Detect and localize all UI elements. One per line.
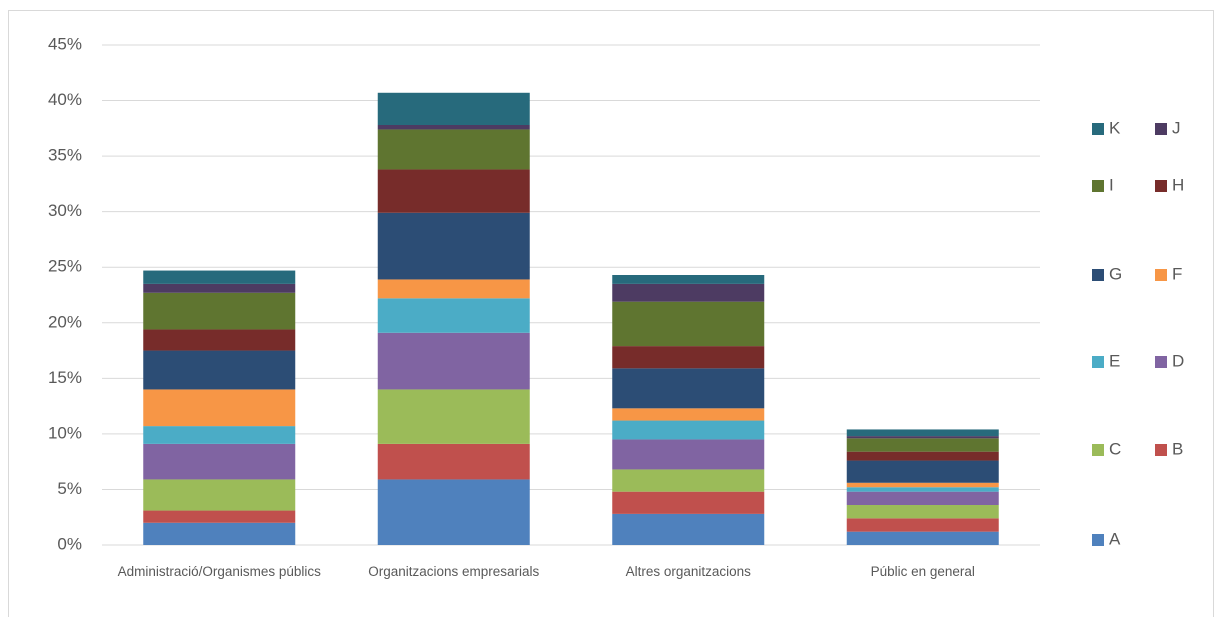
bar-segment	[612, 469, 765, 492]
bar-segment	[846, 518, 999, 532]
legend-label: B	[1172, 439, 1183, 458]
y-tick-label: 10%	[48, 423, 82, 442]
y-tick-label: 35%	[48, 146, 82, 165]
bar-segment	[143, 426, 296, 444]
bar-segment	[143, 522, 296, 545]
y-tick-label: 30%	[48, 201, 82, 220]
legend-label: I	[1109, 175, 1114, 194]
bar-segment	[143, 270, 296, 284]
bar-segment	[377, 443, 530, 480]
bar-segment	[377, 169, 530, 213]
y-tick-label: 15%	[48, 368, 82, 387]
legend-swatch	[1092, 534, 1104, 546]
bar-segment	[846, 436, 999, 439]
legend-swatch	[1092, 444, 1104, 456]
chart-border	[8, 10, 1214, 617]
bar-segment	[143, 329, 296, 351]
legend-label: D	[1172, 351, 1184, 370]
bar-segment	[612, 420, 765, 440]
bar-segment	[846, 451, 999, 461]
bar-segment	[143, 510, 296, 523]
legend-swatch	[1092, 180, 1104, 192]
legend-label: E	[1109, 351, 1120, 370]
bar-segment	[143, 292, 296, 330]
bar-segment	[846, 429, 999, 437]
bar-segment	[377, 212, 530, 280]
legend-swatch	[1155, 123, 1167, 135]
legend-label: K	[1109, 118, 1121, 137]
bar-segment	[143, 283, 296, 293]
y-tick-label: 5%	[57, 479, 82, 498]
legend-swatch	[1155, 356, 1167, 368]
legend-label: C	[1109, 439, 1121, 458]
x-tick-label: Públic en general	[870, 564, 975, 579]
bar-segment	[143, 443, 296, 480]
bar-segment	[612, 346, 765, 369]
legend-swatch	[1092, 356, 1104, 368]
bar-segment	[846, 505, 999, 519]
bar-segment	[612, 491, 765, 514]
bar-segment	[377, 92, 530, 125]
bar-segment	[377, 298, 530, 333]
bar-segment	[612, 513, 765, 545]
legend-swatch	[1155, 180, 1167, 192]
bar-segment	[612, 283, 765, 302]
bar-segment	[377, 129, 530, 170]
bar-segment	[612, 301, 765, 347]
legend-swatch	[1155, 444, 1167, 456]
bar-segment	[612, 368, 765, 409]
legend-label: J	[1172, 118, 1181, 137]
x-tick-label: Altres organitzacions	[625, 564, 751, 579]
bar-segment	[143, 389, 296, 427]
bar-segment	[846, 531, 999, 545]
bar-segment	[846, 487, 999, 492]
bar-segment	[377, 332, 530, 390]
bar-segment	[612, 275, 765, 284]
bar-segment	[846, 460, 999, 483]
bar-segment	[377, 279, 530, 299]
bar-segment	[846, 491, 999, 505]
legend-swatch	[1155, 269, 1167, 281]
legend-label: A	[1109, 529, 1121, 548]
x-tick-label: Organitzacions empresarials	[368, 564, 540, 579]
bar-segment	[143, 350, 296, 390]
legend-label: G	[1109, 264, 1122, 283]
y-tick-label: 40%	[48, 90, 82, 109]
legend-label: F	[1172, 264, 1182, 283]
legend-swatch	[1092, 123, 1104, 135]
bar-segment	[846, 482, 999, 488]
x-tick-label: Administració/Organismes públics	[117, 564, 321, 579]
bar-segment	[143, 479, 296, 511]
legend-label: H	[1172, 175, 1184, 194]
y-tick-label: 20%	[48, 312, 82, 331]
bar-segment	[377, 125, 530, 130]
bar-segment	[846, 438, 999, 452]
bar-segment	[612, 408, 765, 421]
bar-segment	[612, 439, 765, 470]
bar-segment	[377, 389, 530, 444]
y-tick-label: 25%	[48, 257, 82, 276]
legend-swatch	[1092, 269, 1104, 281]
y-tick-label: 0%	[57, 534, 82, 553]
bar-segment	[377, 479, 530, 545]
y-tick-label: 45%	[48, 34, 82, 53]
